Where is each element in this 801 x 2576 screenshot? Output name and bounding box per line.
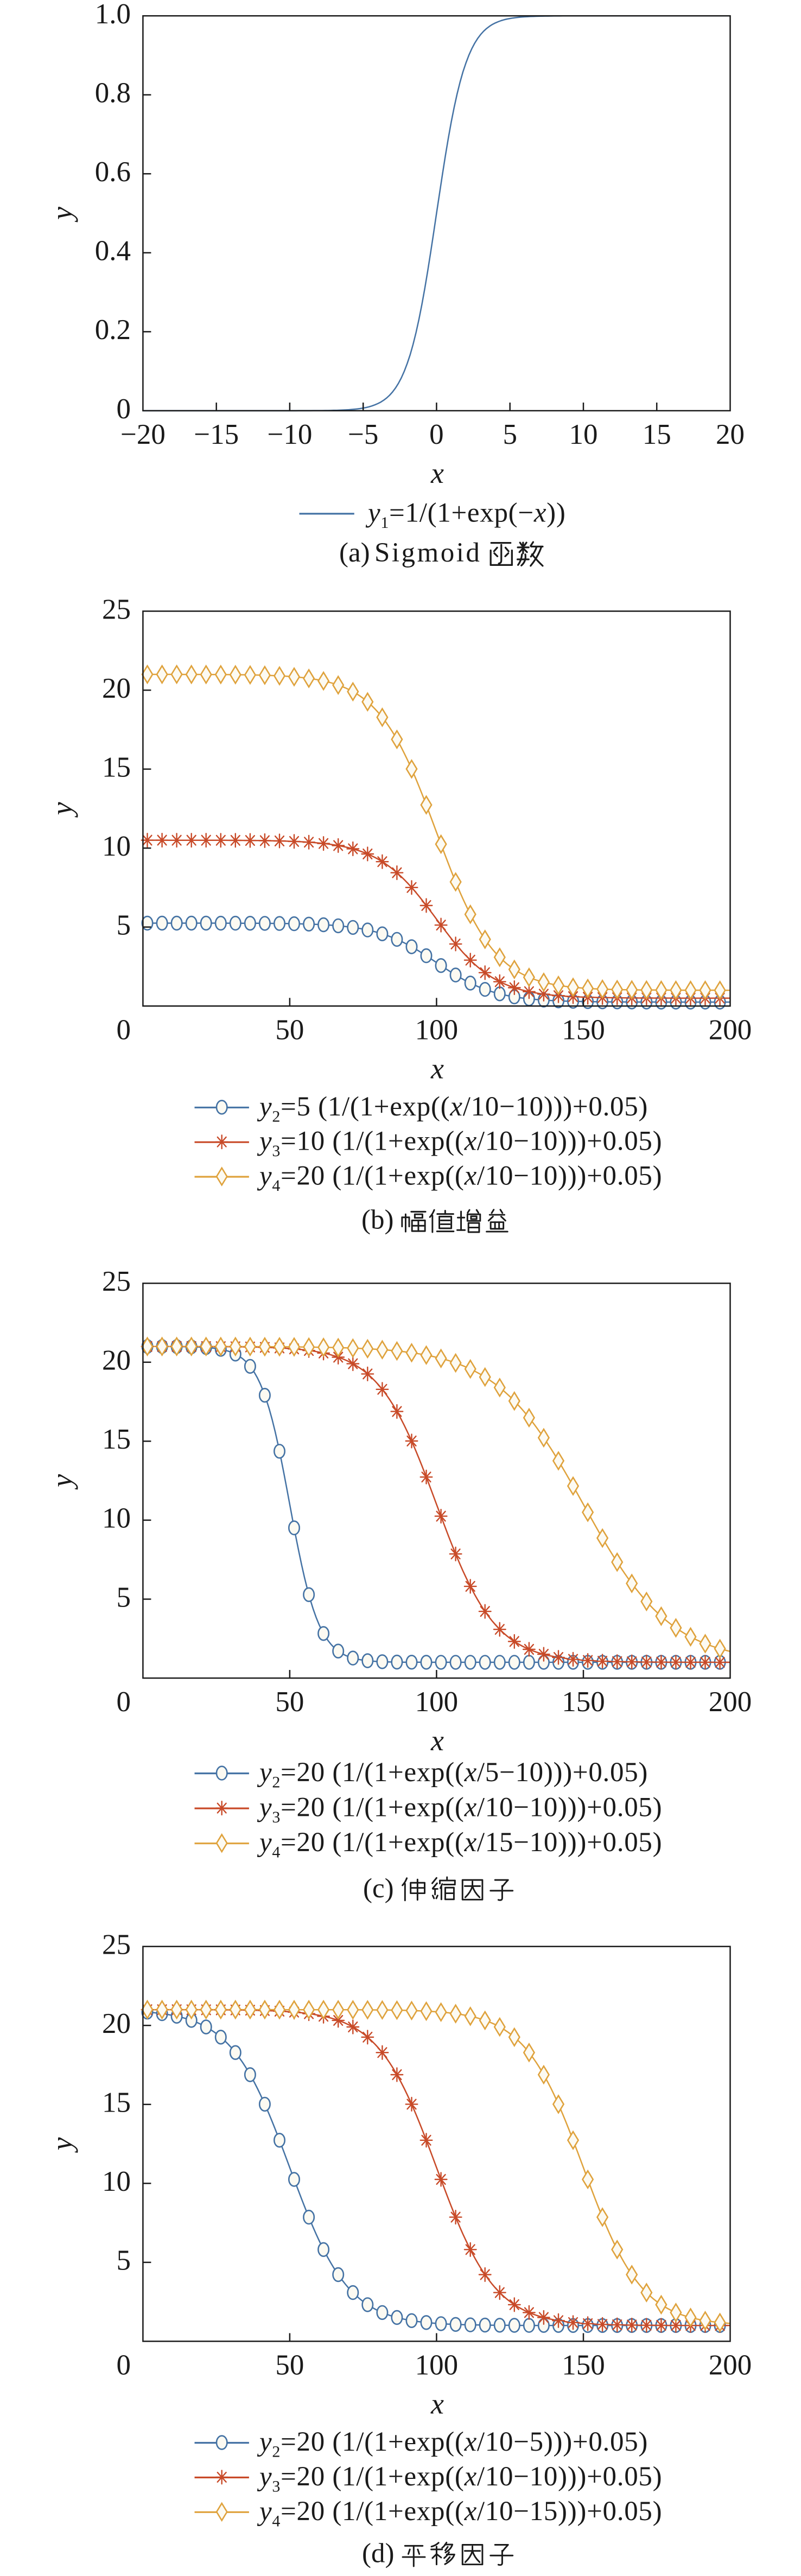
svg-text:100: 100 (415, 1686, 459, 1718)
svg-text:y4=20 (1/(1+exp((x/10−15)))+0.: y4=20 (1/(1+exp((x/10−15)))+0.05) (257, 2496, 662, 2530)
svg-text:x: x (430, 1724, 444, 1757)
svg-text:20: 20 (102, 1345, 131, 1376)
svg-text:20: 20 (102, 673, 131, 704)
svg-text:10: 10 (102, 2166, 131, 2197)
svg-text:0.4: 0.4 (95, 235, 131, 267)
svg-text:15: 15 (643, 419, 671, 450)
svg-text:y: y (46, 2137, 78, 2153)
svg-text:10: 10 (102, 831, 131, 862)
svg-text:y2=5 (1/(1+exp((x/10−10)))+0.0: y2=5 (1/(1+exp((x/10−10)))+0.05) (257, 1092, 648, 1126)
svg-text:200: 200 (709, 1014, 752, 1045)
svg-text:10: 10 (569, 419, 598, 450)
svg-text:y4=20 (1/(1+exp((x/10−10)))+0.: y4=20 (1/(1+exp((x/10−10)))+0.05) (257, 1161, 662, 1195)
svg-text:y: y (46, 1474, 78, 1490)
svg-text:x: x (430, 2387, 444, 2420)
svg-text:y: y (46, 207, 78, 222)
svg-text:20: 20 (102, 2008, 131, 2039)
svg-text:200: 200 (709, 1686, 752, 1718)
svg-text:20: 20 (716, 419, 745, 450)
svg-text:50: 50 (275, 2349, 304, 2381)
svg-text:−10: −10 (267, 419, 312, 450)
svg-text:y3=20 (1/(1+exp((x/10−10)))+0.: y3=20 (1/(1+exp((x/10−10)))+0.05) (257, 2462, 662, 2496)
svg-text:15: 15 (102, 751, 131, 783)
svg-text:50: 50 (275, 1014, 304, 1045)
svg-text:−20: −20 (120, 419, 166, 450)
svg-text:0: 0 (117, 1014, 131, 1045)
svg-text:x: x (430, 1052, 444, 1085)
svg-text:Sigmoid: Sigmoid (374, 538, 481, 568)
svg-text:y3=10 (1/(1+exp((x/10−10)))+0.: y3=10 (1/(1+exp((x/10−10)))+0.05) (257, 1126, 662, 1161)
svg-text:(b): (b) (361, 1204, 393, 1235)
svg-text:y4=20 (1/(1+exp((x/15−10)))+0.: y4=20 (1/(1+exp((x/15−10)))+0.05) (257, 1827, 662, 1861)
svg-text:10: 10 (102, 1503, 131, 1534)
svg-text:(c): (c) (363, 1873, 394, 1904)
svg-text:15: 15 (102, 1424, 131, 1455)
svg-text:0: 0 (117, 393, 131, 425)
svg-text:5: 5 (117, 2245, 131, 2277)
svg-text:15: 15 (102, 2087, 131, 2119)
svg-text:(d): (d) (362, 2538, 394, 2568)
svg-text:5: 5 (503, 419, 517, 450)
svg-text:5: 5 (117, 910, 131, 941)
svg-text:y2=20 (1/(1+exp((x/10−5)))+0.0: y2=20 (1/(1+exp((x/10−5)))+0.05) (257, 2427, 648, 2461)
svg-text:0: 0 (117, 2349, 131, 2381)
svg-text:(a): (a) (339, 538, 370, 568)
svg-text:200: 200 (709, 2349, 752, 2381)
svg-text:25: 25 (102, 1929, 131, 1961)
svg-text:100: 100 (415, 2349, 459, 2381)
svg-text:150: 150 (562, 1686, 605, 1718)
svg-text:150: 150 (562, 2349, 605, 2381)
svg-text:5: 5 (117, 1582, 131, 1613)
svg-text:−5: −5 (348, 419, 378, 450)
svg-text:0: 0 (429, 419, 444, 450)
svg-text:−15: −15 (194, 419, 239, 450)
svg-text:25: 25 (102, 1266, 131, 1297)
svg-text:1.0: 1.0 (95, 0, 131, 30)
svg-text:50: 50 (275, 1686, 304, 1718)
svg-text:0.8: 0.8 (95, 78, 131, 109)
svg-text:150: 150 (562, 1014, 605, 1045)
svg-text:y3=20 (1/(1+exp((x/10−10)))+0.: y3=20 (1/(1+exp((x/10−10)))+0.05) (257, 1793, 662, 1827)
svg-text:y2=20 (1/(1+exp((x/5−10)))+0.0: y2=20 (1/(1+exp((x/5−10)))+0.05) (257, 1757, 648, 1791)
svg-text:x: x (430, 457, 444, 489)
svg-text:y1=1/(1+exp(−x)): y1=1/(1+exp(−x)) (365, 498, 566, 532)
svg-text:0.6: 0.6 (95, 156, 131, 188)
svg-text:y: y (46, 802, 78, 818)
svg-text:0: 0 (117, 1686, 131, 1718)
svg-text:0.2: 0.2 (95, 314, 131, 346)
svg-text:100: 100 (415, 1014, 459, 1045)
svg-text:25: 25 (102, 594, 131, 625)
